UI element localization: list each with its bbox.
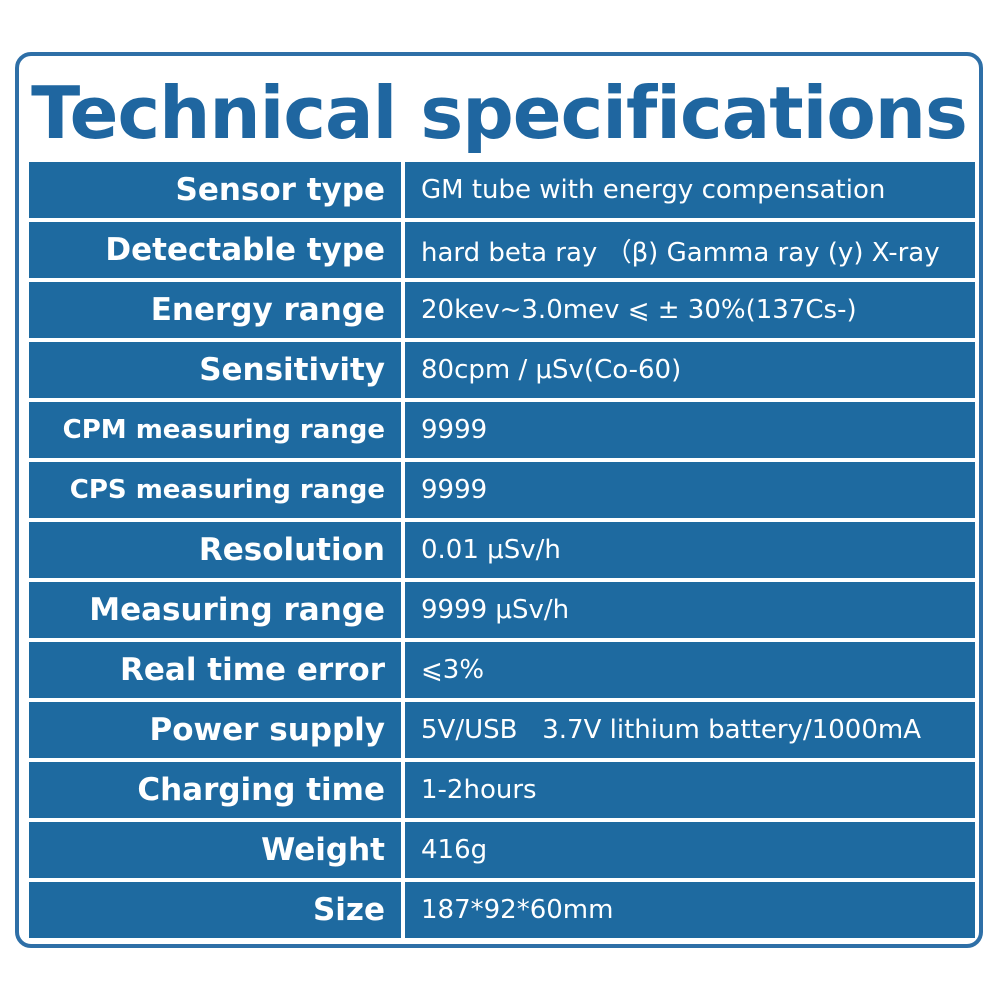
spec-value: 9999 μSv/h	[405, 582, 975, 638]
spec-row-sensor-type: Sensor type GM tube with energy compensa…	[29, 162, 975, 218]
spec-label: Energy range	[29, 282, 401, 338]
spec-label: Charging time	[29, 762, 401, 818]
spec-row-resolution: Resolution 0.01 μSv/h	[29, 522, 975, 578]
spec-value: ⩽3%	[405, 642, 975, 698]
spec-value: hard beta ray （β) Gamma ray (y) X-ray	[405, 222, 975, 278]
spec-label: Weight	[29, 822, 401, 878]
spec-value: 5V/USB 3.7V lithium battery/1000mA	[405, 702, 975, 758]
spec-label: Resolution	[29, 522, 401, 578]
page-title: Technical specifications	[31, 71, 968, 155]
spec-label: Size	[29, 882, 401, 938]
spec-value: 416g	[405, 822, 975, 878]
spec-row-weight: Weight 416g	[29, 822, 975, 878]
spec-table: Sensor type GM tube with energy compensa…	[29, 162, 975, 942]
spec-value: GM tube with energy compensation	[405, 162, 975, 218]
spec-label: CPM measuring range	[29, 402, 401, 458]
spec-value: 9999	[405, 402, 975, 458]
spec-row-measuring-range: Measuring range 9999 μSv/h	[29, 582, 975, 638]
spec-row-real-time-error: Real time error ⩽3%	[29, 642, 975, 698]
spec-label: CPS measuring range	[29, 462, 401, 518]
spec-label: Real time error	[29, 642, 401, 698]
spec-label: Detectable type	[29, 222, 401, 278]
spec-row-cps-measuring-range: CPS measuring range 9999	[29, 462, 975, 518]
spec-label: Power supply	[29, 702, 401, 758]
spec-label: Sensitivity	[29, 342, 401, 398]
spec-value: 80cpm / μSv(Co-60)	[405, 342, 975, 398]
spec-card: Technical specifications Sensor type GM …	[15, 52, 983, 948]
spec-value: 20kev~3.0mev ⩽ ± 30%(137Cs-)	[405, 282, 975, 338]
spec-row-cpm-measuring-range: CPM measuring range 9999	[29, 402, 975, 458]
spec-value: 0.01 μSv/h	[405, 522, 975, 578]
spec-label: Sensor type	[29, 162, 401, 218]
spec-row-charging-time: Charging time 1-2hours	[29, 762, 975, 818]
spec-value: 187*92*60mm	[405, 882, 975, 938]
spec-value: 9999	[405, 462, 975, 518]
spec-row-energy-range: Energy range 20kev~3.0mev ⩽ ± 30%(137Cs-…	[29, 282, 975, 338]
spec-label: Measuring range	[29, 582, 401, 638]
spec-row-detectable-type: Detectable type hard beta ray （β) Gamma …	[29, 222, 975, 278]
spec-row-power-supply: Power supply 5V/USB 3.7V lithium battery…	[29, 702, 975, 758]
spec-row-size: Size 187*92*60mm	[29, 882, 975, 938]
spec-row-sensitivity: Sensitivity 80cpm / μSv(Co-60)	[29, 342, 975, 398]
spec-value: 1-2hours	[405, 762, 975, 818]
